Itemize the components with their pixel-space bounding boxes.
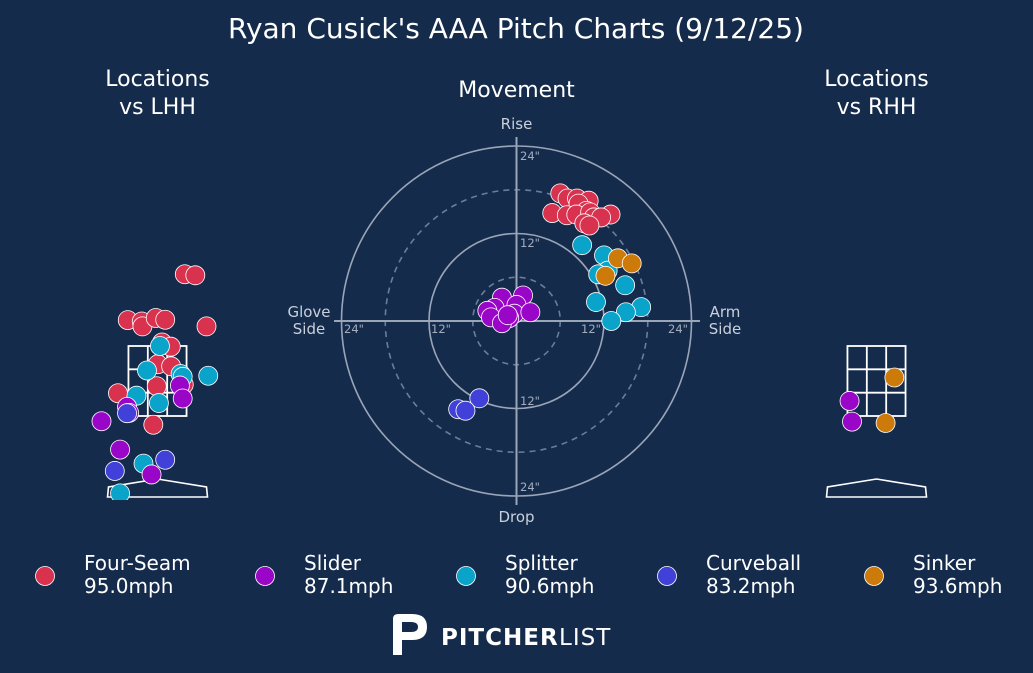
home-plate-rhh [825,478,928,498]
legend-pitch-velo: 90.6mph [505,574,594,598]
movement-point-four-seam [579,215,600,236]
pitch-point-splitter [148,393,169,413]
home-plate-lhh [106,478,209,498]
movement-point-slider [497,305,518,326]
locations-vs-lhh-title: Locations vs LHH [105,67,210,120]
pitch-point-slider [172,388,193,409]
movement-point-splitter [615,302,636,323]
brand-wordmark-strong: PITCHER [441,625,559,651]
pitch-point-slider [141,464,162,485]
title-line: Side [293,320,325,338]
pitcherlist-logo: PITCHER LIST [393,614,611,655]
pitch-point-slider [842,411,862,432]
pitcherlist-mark-icon [393,614,427,655]
ring-label: 12" [520,236,540,250]
legend-marker [255,566,275,586]
legend-pitch-name: Slider [304,551,362,575]
legend-pitch-name: Sinker [913,551,976,575]
ring-label: 12" [581,322,601,336]
pitch-point-sinker [875,413,896,433]
pitch-point-curveball [104,461,125,481]
legend-pitch-velo: 93.6mph [913,574,1002,598]
movement-point-sinker [595,265,616,286]
title-line: vs RHH [837,95,917,120]
movement-point-sinker [621,253,642,274]
ring-label: 24" [344,322,364,336]
ring-label: 24" [520,480,540,494]
title-line: Glove [287,303,330,321]
title-line: Movement [458,78,575,103]
pitch-point-four-seam [196,316,217,337]
movement-point-curveball [455,400,476,421]
movement-ring-labels: 24" 12" 12" 24" 24" 12" 12" 24" [344,149,688,494]
pitch-point-slider [110,439,130,460]
pitch-point-splitter [198,365,219,386]
movement-point-curveball [469,388,490,409]
axis-label-glove-side: Glove Side [287,303,330,338]
legend-marker [35,566,55,586]
lhh-pitch-points [91,264,219,500]
locations-vs-lhh-panel: Locations vs LHH [91,67,219,500]
legend-pitch-velo: 87.1mph [304,574,393,598]
legend-marker [657,566,677,586]
legend-pitch-name: Four-Seam [84,551,191,575]
legend-pitch-name: Curveball [706,551,801,575]
legend-pitch-velo: 95.0mph [84,574,173,598]
movement-panel: Movement 24" 12" 12" 24" 24" 12" 12" 24" Rise Dr… [287,78,741,526]
pitch-point-slider [91,411,112,432]
title-line: Locations [824,67,929,92]
movement-point-splitter [586,292,606,312]
ring-label: 24" [520,149,540,163]
brand-wordmark-light: LIST [559,625,611,651]
legend-marker [864,566,884,586]
locations-vs-rhh-title: Locations vs RHH [824,67,929,120]
legend-pitch-name: Splitter [505,551,578,575]
axis-label-rise: Rise [501,115,533,133]
title-line: Locations [105,67,210,92]
ring-label: 12" [431,322,451,336]
legend-pitch-velo: 83.2mph [706,574,795,598]
movement-point-splitter [615,275,636,296]
movement-point-splitter [601,311,622,331]
rhh-pitch-points [839,367,905,433]
pitch-point-curveball [155,449,176,470]
pitch-point-slider [839,391,860,411]
title-line: Arm [710,303,741,321]
pitch-point-splitter [137,360,157,381]
movement-pitch-points [448,183,652,421]
title-line: Side [709,320,741,338]
pitch-point-sinker [884,367,905,388]
movement-title: Movement [458,78,575,103]
chart-title: Ryan Cusick's AAA Pitch Charts (9/12/25) [228,12,804,45]
movement-point-splitter [572,235,593,256]
strike-zone-border [846,345,907,417]
ring-label: 12" [520,394,540,408]
pitch-point-four-seam [143,414,164,435]
movement-point-slider [520,302,541,323]
pitch-point-splitter [150,336,170,356]
legend-marker [456,566,476,586]
pitch-point-four-seam [155,309,176,330]
pitch-point-four-seam [185,265,206,286]
title-line: vs LHH [119,95,196,120]
locations-vs-rhh-panel: Locations vs RHH [824,67,929,498]
pitch-point-splitter [110,483,130,500]
axis-label-drop: Drop [498,508,534,526]
axis-label-arm-side: Arm Side [709,303,741,338]
ring-label: 24" [668,322,688,336]
pitch-point-curveball [117,403,137,424]
